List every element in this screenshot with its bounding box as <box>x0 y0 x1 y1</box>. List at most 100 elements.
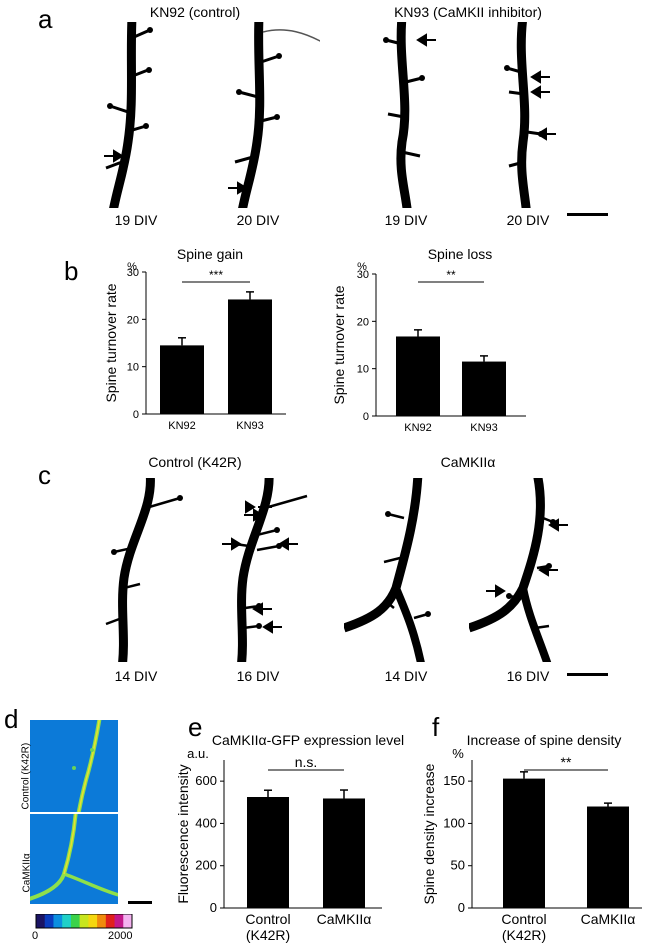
colorbar-segment <box>44 914 54 928</box>
spine-loss-title: Spine loss <box>427 246 493 262</box>
significance-label: ** <box>446 268 456 282</box>
panel-c-caption-4: 16 DIV <box>506 668 550 684</box>
panel-a-caption-3: 19 DIV <box>384 212 428 228</box>
arrow-icon <box>530 85 550 99</box>
heatmap-camkii <box>30 814 118 904</box>
micrograph-kn93-19div <box>344 22 466 208</box>
panel-letter-e: e <box>188 712 203 742</box>
panel-a-caption-1: 19 DIV <box>114 212 158 228</box>
x-tick-label: Control (K42R) <box>245 911 290 943</box>
spine-loss-chart: 0 10 20 30% Spine turnover rate KN92 KN93 ** <box>331 261 526 434</box>
bar <box>462 361 506 416</box>
colorbar-min-label: 0 <box>32 930 39 942</box>
expression-chart: 0 200 400 600 a.u. Fluorescence intensity Cont… <box>175 746 382 943</box>
arrow-icon <box>416 33 436 47</box>
spine-gain-title: Spine gain <box>176 246 244 262</box>
micrograph-kn93-20div <box>469 22 592 208</box>
y-axis-label: Spine turnover rate <box>331 285 347 404</box>
arrow-icon <box>262 620 282 634</box>
panel-c-right-title: CaMKIIα <box>440 454 496 470</box>
bar <box>160 345 204 414</box>
x-tick-label: KN92 <box>168 420 196 432</box>
arrow-icon <box>530 70 550 84</box>
panel-letter-a: a <box>38 4 53 34</box>
bar <box>247 797 289 908</box>
significance-label: n.s. <box>295 754 318 770</box>
arrow-icon <box>548 518 568 532</box>
colorbar-frame <box>35 914 133 929</box>
y-tick-label: 0 <box>133 409 139 421</box>
y-tick-label: 10 <box>357 364 369 376</box>
y-unit-label: % <box>452 746 464 761</box>
bar <box>587 806 629 908</box>
x-tick-label: CaMKIIα <box>581 911 636 927</box>
y-unit-label: % <box>127 261 137 273</box>
panel-a-caption-2: 20 DIV <box>236 212 280 228</box>
colorbar-segment <box>88 914 98 928</box>
panel-c-arrows <box>222 500 568 634</box>
scale-bar <box>567 673 608 676</box>
x-tick-label: KN93 <box>236 420 264 432</box>
y-unit-label: a.u. <box>187 746 209 761</box>
panel-letter-f: f <box>432 712 440 742</box>
panel-letter-c: c <box>38 460 51 490</box>
y-axis-label: Spine density increase <box>421 763 437 904</box>
colorbar-segment <box>62 914 72 928</box>
x-tick-label: KN93 <box>470 422 498 434</box>
panel-c-caption-3: 14 DIV <box>384 668 428 684</box>
panel-letter-b: b <box>64 256 79 286</box>
y-tick-label: 600 <box>195 773 217 788</box>
significance-label: *** <box>209 268 223 282</box>
colorbar-segment <box>79 914 89 928</box>
y-tick-label: 400 <box>195 815 217 830</box>
arrow-icon <box>536 127 556 141</box>
y-tick-label: 50 <box>451 858 465 873</box>
arrow-icon <box>278 537 298 551</box>
colorbar-segment <box>123 914 133 928</box>
x-tick-label: CaMKIIα <box>317 911 372 927</box>
micrograph-kn92-20div <box>197 22 320 208</box>
arrow-icon <box>538 563 558 577</box>
y-tick-label: 20 <box>127 314 139 326</box>
panel-c-caption-2: 16 DIV <box>236 668 280 684</box>
y-tick-label: 30 <box>357 269 369 281</box>
micrograph-kn92-19div <box>70 22 194 208</box>
scale-bar <box>567 213 608 216</box>
micrograph-control-14div <box>70 478 194 662</box>
y-tick-label: 100 <box>443 815 465 830</box>
arrow-icon <box>222 537 242 551</box>
colorbar-segment <box>36 914 46 928</box>
x-tick-label: Control (K42R) <box>501 911 546 943</box>
spine-density-chart: 0 50 100 150% Spine density increase Control(… <box>421 746 642 943</box>
y-tick-label: 0 <box>363 411 369 423</box>
spine-density-title: Increase of spine density <box>466 732 622 748</box>
expression-title: CaMKIIα-GFP expression level <box>211 732 405 748</box>
panel-c-caption-1: 14 DIV <box>114 668 158 684</box>
heatmap-control <box>30 720 118 812</box>
arrow-icon <box>245 500 272 514</box>
micrograph-control-16div <box>197 478 320 662</box>
bar <box>323 798 365 908</box>
colorbar-max-label: 2000 <box>108 930 133 942</box>
colorbar <box>35 914 133 929</box>
heatmap-label-control: Control (K42R) <box>20 742 32 810</box>
panel-a-left-title: KN92 (control) <box>149 4 241 20</box>
micrograph-camkii-14div <box>344 478 466 662</box>
arrow-icon <box>104 149 124 163</box>
y-tick-label: 150 <box>443 773 465 788</box>
colorbar-segment <box>70 914 81 928</box>
arrow-icon <box>244 508 264 522</box>
panel-letter-d: d <box>4 704 19 734</box>
scale-bar <box>128 901 152 904</box>
arrow-icon <box>486 584 506 598</box>
significance-label: ** <box>561 754 572 770</box>
y-axis-label: Fluorescence intensity <box>175 764 191 903</box>
y-tick-label: 0 <box>210 900 217 915</box>
y-tick-label: 0 <box>458 900 465 915</box>
y-tick-label: 200 <box>195 858 217 873</box>
colorbar-segment <box>114 914 124 928</box>
panel-a-right-title: KN93 (CaMKII inhibitor) <box>394 4 542 20</box>
y-axis-label: Spine turnover rate <box>103 283 119 402</box>
colorbar-segment <box>105 914 116 928</box>
x-tick-label: KN92 <box>404 422 432 434</box>
